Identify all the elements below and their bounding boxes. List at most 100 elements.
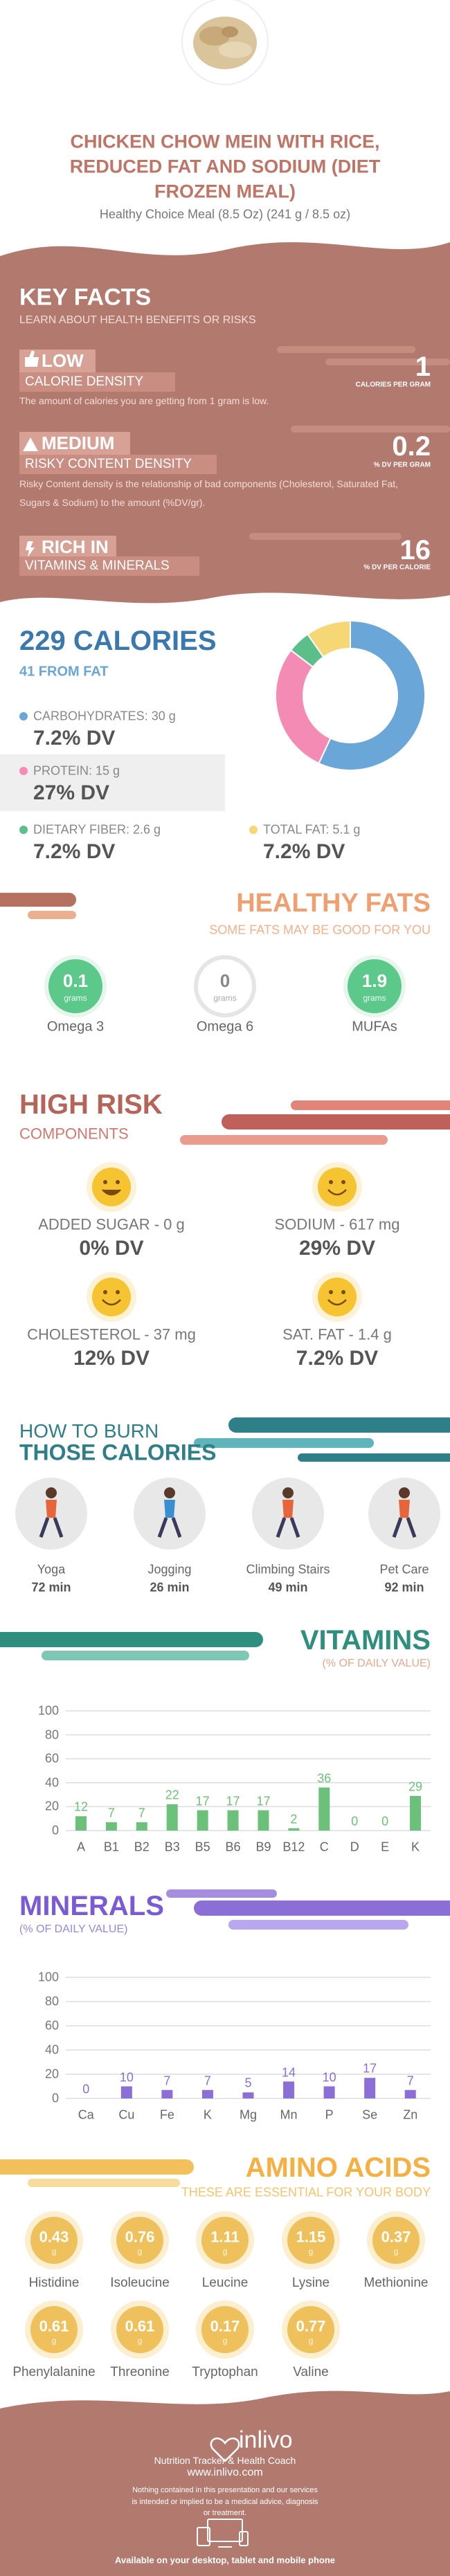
x-tick-label: E xyxy=(381,1840,390,1854)
bar xyxy=(166,1804,178,1831)
smiley-eye xyxy=(116,1180,120,1184)
y-tick-label: 60 xyxy=(44,1751,59,1766)
value-label: 10 xyxy=(322,2070,336,2085)
description: Risky Content density is the relationshi… xyxy=(19,478,399,508)
activity-icon xyxy=(252,1478,324,1550)
unit: % DV PER CALORIE xyxy=(363,563,431,572)
decor-stripes xyxy=(194,1417,450,1462)
bar xyxy=(364,2078,376,2098)
devices-icon xyxy=(197,2519,249,2548)
smiley-eye xyxy=(341,1180,345,1184)
bullet xyxy=(19,712,28,720)
smiley-eye xyxy=(329,1180,333,1184)
activity-name: Jogging xyxy=(147,1562,192,1577)
nutrient-label: DIETARY FIBER: 2.6 g xyxy=(33,822,161,837)
smiley-face xyxy=(92,1168,131,1206)
y-tick-label: 0 xyxy=(51,1823,59,1838)
url: www.inlivo.com xyxy=(187,2466,263,2478)
bullet xyxy=(249,826,258,834)
amino-name: Threonine xyxy=(110,2365,170,2380)
smiley-face xyxy=(318,1278,357,1316)
x-tick-label: K xyxy=(203,2107,212,2122)
level-box xyxy=(19,432,130,455)
smiley xyxy=(312,1272,362,1322)
smiley-eye xyxy=(116,1290,120,1294)
amino-unit: g xyxy=(308,2247,314,2257)
figure-legs xyxy=(157,1517,182,1538)
amino-name: Lysine xyxy=(291,2276,330,2291)
section-title: HIGH RISK xyxy=(19,1089,163,1120)
activity-icon xyxy=(15,1478,87,1550)
value-label: 36 xyxy=(317,1771,332,1786)
value-label: 2 xyxy=(290,1812,298,1826)
level-icons xyxy=(23,350,39,557)
decor-stripes xyxy=(180,1100,450,1145)
decor-stripes xyxy=(249,346,450,540)
title: FROZEN MEAL) xyxy=(154,181,296,202)
bar xyxy=(404,2089,416,2098)
x-tick-label: Ca xyxy=(78,2107,94,2122)
amino-circle xyxy=(201,2306,249,2353)
figure-head xyxy=(46,1487,57,1498)
label-box xyxy=(19,556,199,576)
bar xyxy=(318,1787,330,1831)
risk-label: SODIUM - 617 mg xyxy=(274,1215,400,1233)
risk-dv: 29% DV xyxy=(298,1236,376,1260)
smiley xyxy=(312,1162,362,1212)
figure-body xyxy=(399,1500,410,1518)
smiley-mouth xyxy=(102,1189,121,1196)
bar xyxy=(136,1822,147,1831)
bar xyxy=(120,2086,132,2098)
figure-legs xyxy=(39,1517,64,1538)
value-label: 17 xyxy=(226,1794,240,1808)
section-title: HEALTHY FATS xyxy=(236,889,431,918)
x-tick-label: K xyxy=(411,1840,420,1854)
label-box xyxy=(19,372,175,392)
section-subtitle: (% OF DAILY VALUE) xyxy=(322,1657,431,1669)
x-tick-label: B1 xyxy=(103,1840,119,1854)
bar xyxy=(410,1795,422,1831)
amino-name: Valine xyxy=(293,2365,329,2380)
fat-unit: grams xyxy=(363,993,386,1004)
section-subtitle: (% OF DAILY VALUE) xyxy=(19,1923,128,1935)
smiley xyxy=(87,1272,136,1322)
y-tick-label: 40 xyxy=(44,1775,59,1790)
x-tick-label: B5 xyxy=(195,1840,210,1854)
value-label: 7 xyxy=(107,1806,115,1820)
value: 0.2 xyxy=(392,431,431,462)
amino-circle xyxy=(30,2306,78,2353)
risk-dv: 12% DV xyxy=(73,1346,150,1370)
decor-stripes xyxy=(0,893,76,919)
risk-label: CHOLESTEROL - 37 mg xyxy=(27,1325,196,1343)
food-image xyxy=(193,17,257,69)
smiley-face xyxy=(92,1278,131,1316)
nutrient-dv: 7.2% DV xyxy=(33,726,116,750)
y-tick-label: 20 xyxy=(44,1799,59,1814)
risk-label: ADDED SUGAR - 0 g xyxy=(38,1215,185,1233)
x-tick-label: A xyxy=(76,1840,85,1854)
amino-unit: g xyxy=(308,2336,314,2346)
bar xyxy=(242,2092,254,2098)
figure-legs xyxy=(392,1517,417,1538)
amino-unit: g xyxy=(51,2336,57,2346)
level: MEDIUM xyxy=(42,433,115,454)
value: 16 xyxy=(399,535,431,565)
section-title: KEY FACTS xyxy=(19,284,152,311)
amino-circle xyxy=(287,2306,334,2353)
x-tick-label: C xyxy=(319,1840,329,1854)
smiley-eye xyxy=(103,1290,107,1294)
figure-head xyxy=(282,1487,294,1498)
decor-stripes xyxy=(0,1632,263,1660)
decor-stripes xyxy=(166,1889,450,1930)
value-label: 17 xyxy=(195,1794,210,1808)
figure-body xyxy=(46,1500,57,1518)
amino-value: 1.11 xyxy=(210,2228,240,2246)
bar xyxy=(161,2089,173,2098)
key-facts-background xyxy=(0,242,450,604)
activity-icon xyxy=(134,1478,206,1550)
bar xyxy=(288,1828,300,1831)
x-tick-label: Zn xyxy=(403,2107,418,2122)
bullet xyxy=(19,826,28,834)
